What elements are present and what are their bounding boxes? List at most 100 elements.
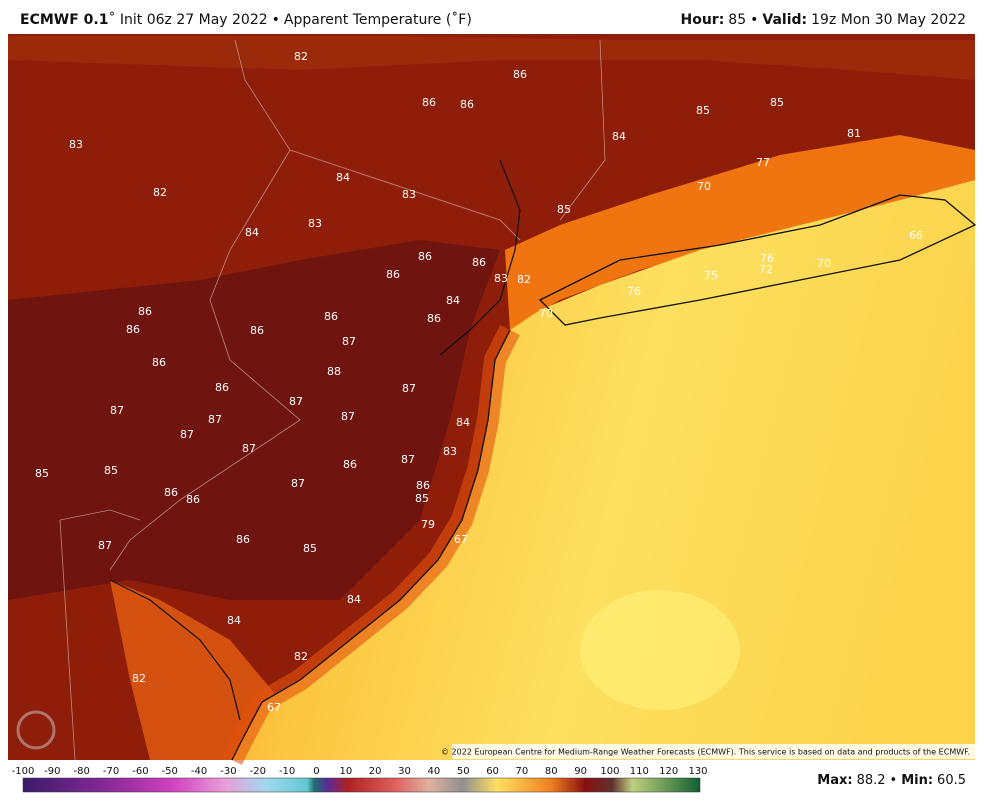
temp-label: 82 — [294, 650, 308, 663]
temp-label: 86 — [138, 305, 152, 318]
colorbar-tick-label: -60 — [132, 766, 148, 777]
temp-label: 86 — [324, 310, 338, 323]
temp-label: 83 — [443, 445, 457, 458]
temp-label: 86 — [418, 250, 432, 263]
temp-label: 87 — [289, 395, 303, 408]
colorbar-tick-label: -100 — [12, 766, 35, 777]
temp-label: 84 — [612, 130, 626, 143]
run: ˚ Init 06z 27 May 2022 — [108, 11, 267, 28]
temp-label: 86 — [422, 96, 436, 109]
ocean — [232, 180, 975, 760]
temp-label: 86 — [164, 486, 178, 499]
temp-label: 87 — [98, 539, 112, 552]
temp-label: 87 — [341, 410, 355, 423]
temp-label: 86 — [427, 312, 441, 325]
min-label: Min: — [901, 773, 933, 788]
separator: • — [272, 12, 280, 28]
state-line — [109, 39, 301, 571]
colorbar-tick-label: 30 — [398, 766, 411, 777]
temp-label: 86 — [152, 356, 166, 369]
colorbar-tick-label: 130 — [688, 766, 707, 777]
temp-label: 70 — [697, 180, 711, 193]
min: 60.5 — [937, 773, 966, 788]
temp-label: 66 — [909, 229, 923, 242]
temp-label: 87 — [291, 477, 305, 490]
model: ECMWF 0.1 — [20, 12, 108, 28]
colorbar-tick-label: 50 — [457, 766, 470, 777]
temp-label: 77 — [756, 156, 770, 169]
long-island — [538, 194, 977, 326]
temp-label: 87 — [180, 428, 194, 441]
logo — [16, 710, 56, 750]
warm-spot — [580, 590, 740, 710]
temp-label: 87 — [242, 442, 256, 455]
temp-label: 85 — [415, 492, 429, 505]
temp-label: 85 — [35, 467, 49, 480]
colorbar-tick-label: 20 — [369, 766, 382, 777]
temp-label: 86 — [416, 479, 430, 492]
temp-label: 87 — [110, 404, 124, 417]
header-left: ECMWF 0.1˚ Init 06z 27 May 2022 • Apparent… — [20, 11, 472, 28]
temp-label: 86 — [236, 533, 250, 546]
copyright-box — [452, 744, 975, 759]
colorbar-tick-label: -50 — [162, 766, 178, 777]
temp-label: 82 — [517, 273, 531, 286]
header-right: Hour: 85 • Valid: 19z Mon 30 May 2022 — [680, 12, 966, 28]
temp-label: 79 — [421, 518, 435, 531]
land-interior — [8, 240, 500, 600]
field: Apparent Temperature (˚F) — [284, 11, 472, 28]
temp-label: 84 — [336, 171, 350, 184]
temp-label: 82 — [153, 186, 167, 199]
temp-label: 87 — [402, 382, 416, 395]
state-line — [59, 509, 141, 761]
temp-label: 70 — [539, 307, 553, 320]
colorbar-tick-label: -20 — [250, 766, 266, 777]
colorbar-tick-label: -10 — [279, 766, 295, 777]
valid: 19z Mon 30 May 2022 — [811, 12, 966, 28]
colorbar-tick-label: 120 — [659, 766, 678, 777]
hour: 85 — [728, 12, 746, 28]
temp-label: 85 — [303, 542, 317, 555]
temp-label: 86 — [472, 256, 486, 269]
temp-label: 67 — [454, 533, 468, 546]
temp-label: 84 — [245, 226, 259, 239]
valid-label: Valid: — [762, 12, 807, 28]
temp-label: 70 — [817, 257, 831, 270]
temp-label: 85 — [770, 96, 784, 109]
temp-label: 86 — [126, 323, 140, 336]
temp-label: 86 — [215, 381, 229, 394]
temp-label: 67 — [267, 701, 281, 714]
temp-label: 85 — [557, 203, 571, 216]
colorbar-tick-label: -30 — [220, 766, 236, 777]
footer: Max: 88.2 • Min: 60.5 — [817, 773, 966, 788]
colorbar-tick-label: 110 — [630, 766, 649, 777]
colorbar-tick-label: 80 — [545, 766, 558, 777]
temp-label: 86 — [343, 458, 357, 471]
temp-label: 88 — [327, 365, 341, 378]
colorbar-tick-label: -40 — [191, 766, 207, 777]
colorbar-tick-label: 10 — [339, 766, 352, 777]
temp-label: 81 — [847, 127, 861, 140]
hour-label: Hour: — [680, 12, 724, 28]
colorbar-tick-label: 90 — [574, 766, 587, 777]
colorbar-ticks: -100 -90 -80 -70 -60 -50 -40 -30 -20 -10 0 10 20 30 40… — [12, 766, 708, 777]
temp-label: 87 — [401, 453, 415, 466]
colorbar — [22, 777, 701, 793]
sound-warm — [505, 135, 975, 330]
coastline — [231, 329, 511, 761]
colorbar-tick-label: 60 — [486, 766, 499, 777]
temp-label: 83 — [402, 188, 416, 201]
temp-label: 85 — [696, 104, 710, 117]
max: 88.2 — [857, 773, 886, 788]
temp-label: 83 — [308, 217, 322, 230]
colorbar-tick-label: -70 — [103, 766, 119, 777]
max-label: Max: — [817, 773, 852, 788]
separator: • — [890, 773, 898, 788]
colorbar-tick-label: 100 — [600, 766, 619, 777]
separator: • — [750, 12, 758, 28]
temp-label: 84 — [347, 593, 361, 606]
colorbar-tick-label: 40 — [428, 766, 441, 777]
temp-label: 83 — [494, 272, 508, 285]
temp-label: 84 — [456, 416, 470, 429]
